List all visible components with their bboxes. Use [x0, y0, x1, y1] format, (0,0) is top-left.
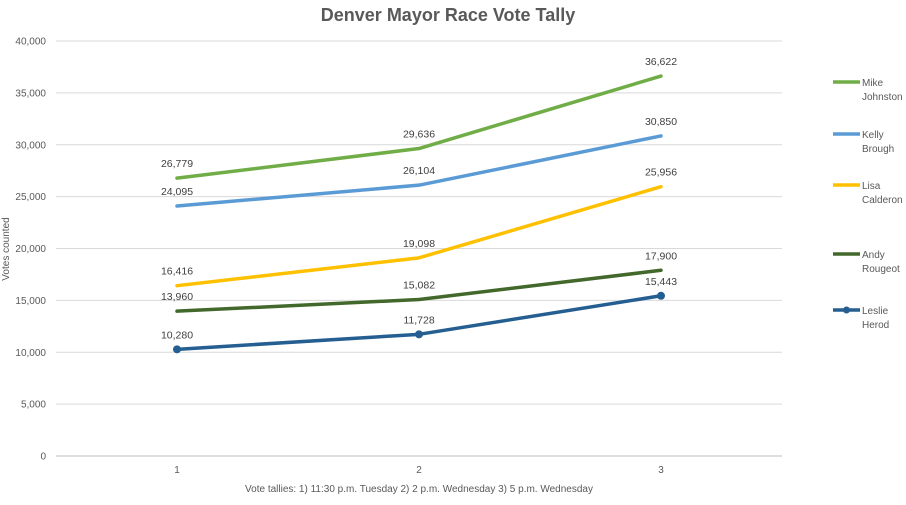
y-tick-label: 40,000	[15, 37, 46, 48]
y-tick-label: 10,000	[15, 348, 46, 359]
legend-label: Andy	[862, 250, 885, 261]
data-label: 17,900	[645, 250, 677, 262]
x-tick-label: 1	[174, 465, 180, 476]
y-tick-label: 15,000	[15, 296, 46, 307]
y-tick-label: 35,000	[15, 88, 46, 99]
series-line-0	[175, 74, 663, 180]
y-axis-label: Votes counted	[1, 217, 12, 280]
series-line-1	[175, 134, 663, 208]
legend-label: Herod	[862, 320, 889, 331]
y-tick-label: 30,000	[15, 140, 46, 151]
legend-label: Mike	[862, 78, 884, 89]
y-tick-label: 25,000	[15, 192, 46, 203]
data-label: 30,850	[645, 116, 677, 128]
legend-label: Brough	[862, 144, 894, 155]
series-line-2	[175, 184, 663, 288]
data-label: 10,280	[161, 329, 193, 341]
x-tick-label: 3	[658, 465, 664, 476]
data-point	[415, 330, 423, 339]
data-label: 29,636	[403, 129, 435, 141]
data-label: 11,728	[403, 314, 434, 326]
legend-label: Leslie	[862, 306, 889, 317]
x-tick-label: 2	[416, 465, 422, 476]
data-label: 16,416	[161, 266, 193, 278]
data-label: 13,960	[161, 291, 193, 303]
data-label: 36,622	[645, 56, 677, 68]
data-label: 26,779	[161, 158, 193, 170]
x-axis-label: Vote tallies: 1) 11:30 p.m. Tuesday 2) 2…	[245, 484, 593, 495]
data-label: 24,095	[161, 186, 193, 198]
legend-label: Kelly	[862, 130, 884, 141]
y-tick-label: 5,000	[21, 400, 46, 411]
data-label: 15,082	[403, 280, 435, 292]
legend-label: Calderon	[862, 195, 903, 206]
legend-label: Rougeot	[862, 264, 900, 275]
y-tick-label: 20,000	[15, 244, 46, 255]
series-line-3	[175, 268, 663, 313]
data-point	[173, 345, 181, 354]
data-label: 26,104	[403, 165, 435, 177]
y-tick-label: 0	[40, 452, 46, 463]
legend-label: Johnston	[862, 92, 903, 103]
data-point	[657, 291, 665, 300]
legend-marker	[843, 306, 850, 314]
data-label: 19,098	[403, 238, 435, 250]
legend-label: Lisa	[862, 181, 881, 192]
chart-title: Denver Mayor Race Vote Tally	[321, 5, 575, 25]
data-label: 15,443	[645, 276, 677, 288]
data-label: 25,956	[645, 167, 677, 179]
